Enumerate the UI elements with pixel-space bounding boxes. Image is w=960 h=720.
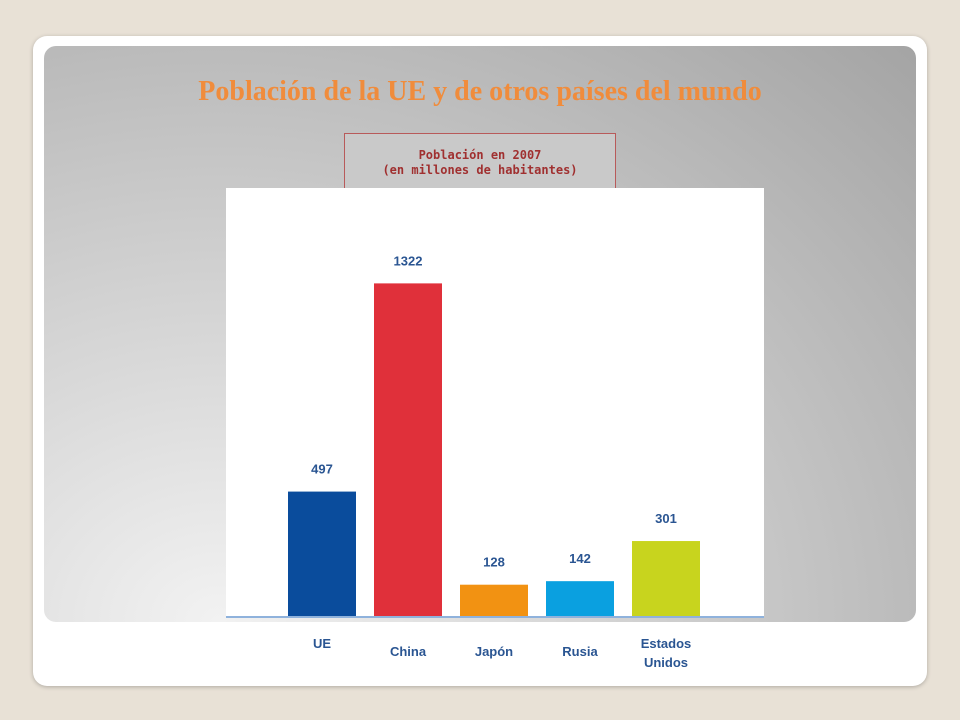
category-label: Japón <box>475 644 513 659</box>
category-labels-group: UE China Japón Rusia Estados Unidos <box>313 636 691 670</box>
bar-rusia <box>546 581 614 617</box>
category-label: China <box>390 644 427 659</box>
value-label: 497 <box>311 462 333 477</box>
slide-title: Población de la UE y de otros países del… <box>198 76 762 107</box>
category-label: Rusia <box>562 644 598 659</box>
value-labels-group: 497 1322 128 142 301 <box>311 253 677 569</box>
category-label: Estados Unidos <box>641 636 692 670</box>
category-label: UE <box>313 636 331 651</box>
value-label: 301 <box>655 511 677 526</box>
value-label: 1322 <box>394 253 423 268</box>
chart-subtitle: (en millones de habitantes) <box>382 163 578 177</box>
value-label: 128 <box>483 555 505 570</box>
bar-ue <box>288 491 356 617</box>
bars-group <box>288 283 700 617</box>
bar-japón <box>460 584 528 617</box>
bar-estados-unidos <box>632 541 700 617</box>
bar-china <box>374 283 442 617</box>
chart-title: Población en 2007 <box>418 148 542 162</box>
value-label: 142 <box>569 551 591 566</box>
